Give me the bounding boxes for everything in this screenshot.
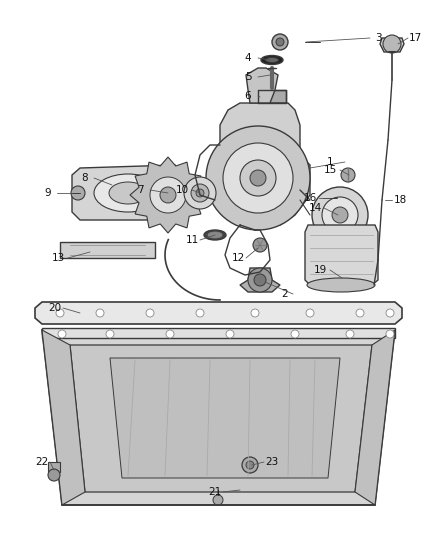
Circle shape xyxy=(226,330,234,338)
Circle shape xyxy=(106,330,114,338)
Polygon shape xyxy=(60,242,155,258)
Text: 9: 9 xyxy=(45,188,51,198)
Text: 18: 18 xyxy=(393,195,406,205)
Polygon shape xyxy=(72,165,182,220)
Circle shape xyxy=(250,170,266,186)
Text: 3: 3 xyxy=(374,33,381,43)
Polygon shape xyxy=(35,302,402,324)
Polygon shape xyxy=(110,358,340,478)
Circle shape xyxy=(341,168,355,182)
Polygon shape xyxy=(258,90,286,103)
Circle shape xyxy=(248,268,272,292)
Text: 12: 12 xyxy=(231,253,245,263)
Ellipse shape xyxy=(261,55,283,64)
Circle shape xyxy=(251,309,259,317)
Text: 7: 7 xyxy=(137,185,143,195)
Text: 16: 16 xyxy=(304,193,317,203)
Circle shape xyxy=(240,160,276,196)
Text: 4: 4 xyxy=(245,53,251,63)
Text: 5: 5 xyxy=(245,72,251,82)
Circle shape xyxy=(191,184,209,202)
Circle shape xyxy=(146,309,154,317)
Text: 14: 14 xyxy=(308,203,321,213)
Polygon shape xyxy=(42,330,85,505)
Polygon shape xyxy=(42,330,395,505)
Ellipse shape xyxy=(208,232,222,238)
Circle shape xyxy=(291,330,299,338)
Circle shape xyxy=(96,309,104,317)
Text: 10: 10 xyxy=(176,185,189,195)
Circle shape xyxy=(242,457,258,473)
Ellipse shape xyxy=(265,58,279,62)
Circle shape xyxy=(196,189,204,197)
Circle shape xyxy=(71,186,85,200)
Circle shape xyxy=(223,143,293,213)
Circle shape xyxy=(150,177,186,213)
Circle shape xyxy=(306,309,314,317)
Text: 1: 1 xyxy=(327,157,333,167)
Text: 22: 22 xyxy=(35,457,49,467)
Circle shape xyxy=(356,309,364,317)
Circle shape xyxy=(184,177,216,209)
Polygon shape xyxy=(70,345,372,492)
Circle shape xyxy=(312,187,368,243)
Polygon shape xyxy=(380,38,404,52)
Polygon shape xyxy=(305,225,378,285)
Circle shape xyxy=(323,191,337,205)
Circle shape xyxy=(160,187,176,203)
Circle shape xyxy=(383,35,401,53)
Polygon shape xyxy=(210,103,310,230)
Circle shape xyxy=(166,330,174,338)
Text: 23: 23 xyxy=(265,457,279,467)
Text: 13: 13 xyxy=(51,253,65,263)
Polygon shape xyxy=(48,462,60,472)
Ellipse shape xyxy=(109,182,147,204)
Text: 2: 2 xyxy=(282,289,288,299)
Polygon shape xyxy=(42,328,395,338)
Ellipse shape xyxy=(94,174,162,212)
Polygon shape xyxy=(355,330,395,505)
Polygon shape xyxy=(130,157,206,233)
Circle shape xyxy=(276,38,284,46)
Circle shape xyxy=(206,126,310,230)
Polygon shape xyxy=(246,68,278,103)
Ellipse shape xyxy=(204,230,226,240)
Text: 8: 8 xyxy=(82,173,88,183)
Circle shape xyxy=(322,197,358,233)
Circle shape xyxy=(346,330,354,338)
Polygon shape xyxy=(240,268,280,292)
Circle shape xyxy=(56,309,64,317)
Circle shape xyxy=(58,330,66,338)
Circle shape xyxy=(254,274,266,286)
Circle shape xyxy=(196,309,204,317)
Text: 15: 15 xyxy=(323,165,337,175)
Text: 20: 20 xyxy=(49,303,62,313)
Circle shape xyxy=(253,238,267,252)
Circle shape xyxy=(246,461,254,469)
Text: 19: 19 xyxy=(313,265,327,275)
Circle shape xyxy=(213,495,223,505)
Text: 6: 6 xyxy=(245,91,251,101)
Text: 21: 21 xyxy=(208,487,222,497)
Circle shape xyxy=(332,207,348,223)
Circle shape xyxy=(272,34,288,50)
Text: 17: 17 xyxy=(408,33,422,43)
Text: 11: 11 xyxy=(185,235,198,245)
Circle shape xyxy=(386,330,394,338)
Circle shape xyxy=(386,309,394,317)
Circle shape xyxy=(48,469,60,481)
Ellipse shape xyxy=(307,278,375,292)
